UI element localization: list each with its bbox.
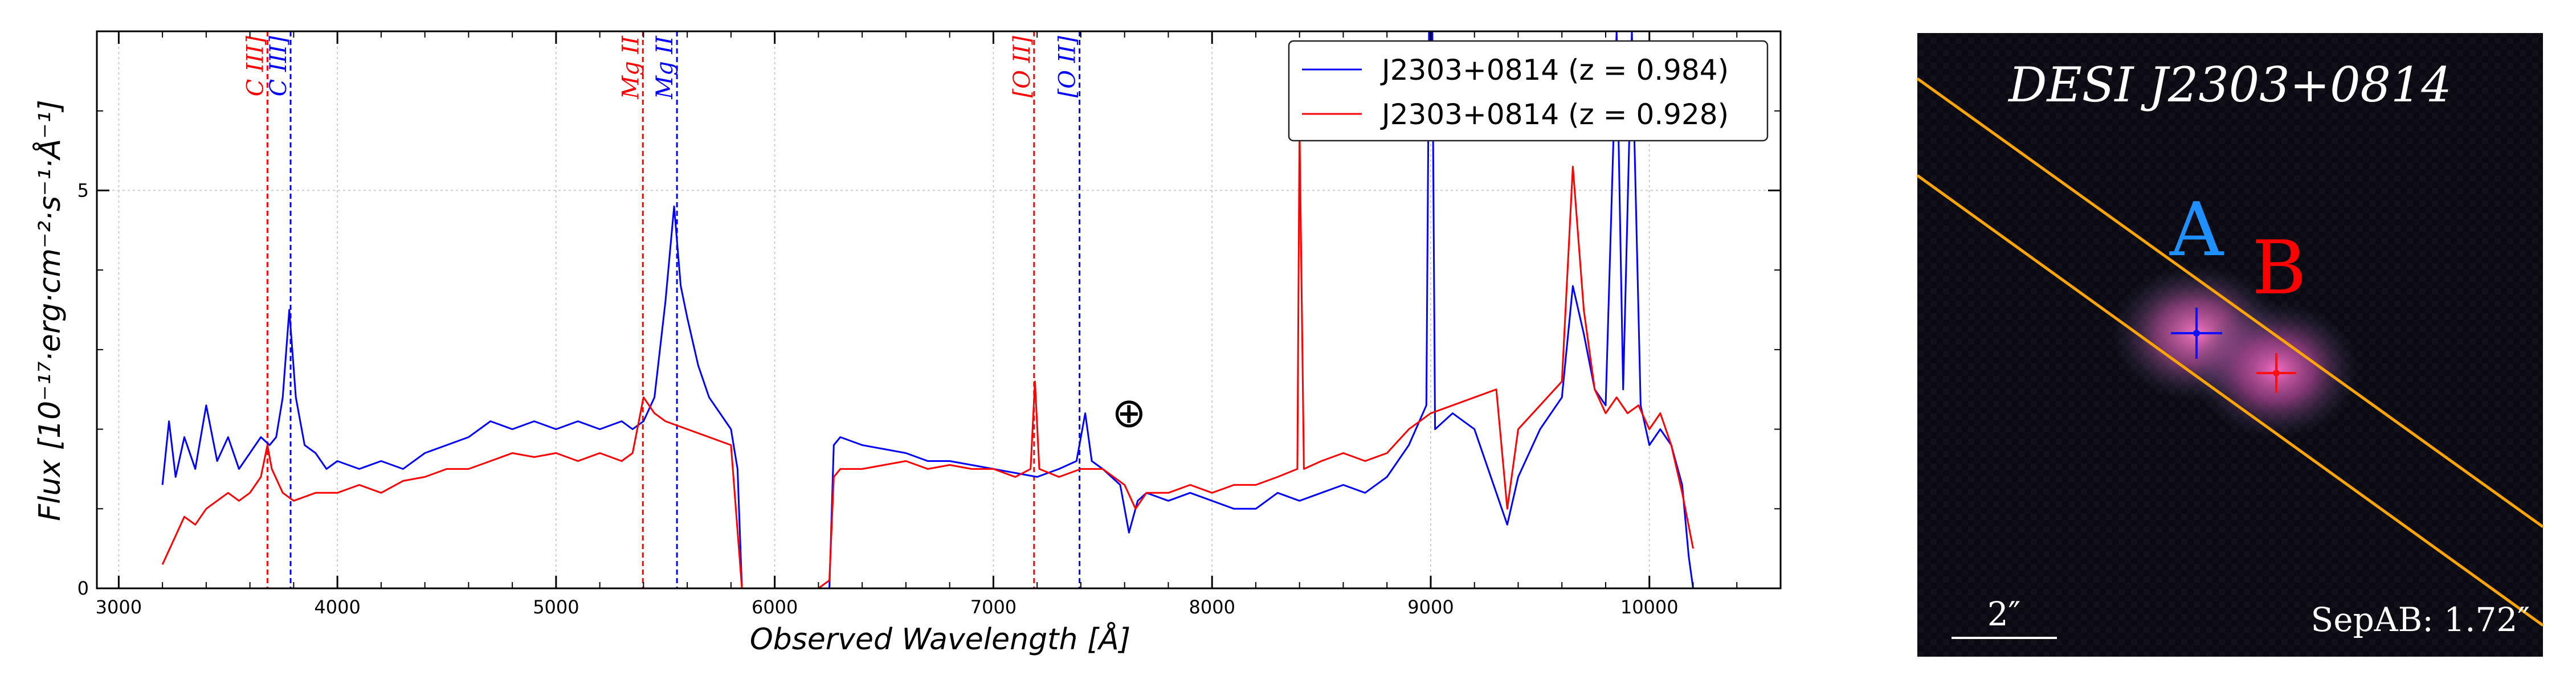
spectrum-line-blue bbox=[828, 31, 1694, 588]
x-tick-label: 10000 bbox=[1620, 596, 1679, 618]
scale-bar-label: 2″ bbox=[1987, 595, 2021, 633]
legend-label-red: J2303+0814 (z = 0.928) bbox=[1380, 98, 1729, 131]
source-b-label: B bbox=[2252, 224, 2306, 311]
x-tick-label: 4000 bbox=[314, 596, 360, 618]
x-tick-label: 7000 bbox=[970, 596, 1016, 618]
source-b-crosshair bbox=[2256, 353, 2296, 393]
telluric-marker: ⊕ bbox=[1112, 389, 1146, 437]
plot-frame bbox=[96, 30, 1782, 589]
y-tick-label: 5 bbox=[77, 179, 89, 201]
x-tick-label: 8000 bbox=[1189, 596, 1235, 618]
spectrum-line-blue bbox=[161, 205, 743, 588]
separation-label: SepAB: 1.72″ bbox=[2311, 600, 2530, 639]
spectrum-line-red bbox=[161, 126, 1694, 588]
x-tick-label: 3000 bbox=[96, 596, 142, 618]
y-axis-label: Flux [10⁻¹⁷·erg·cm⁻²·s⁻¹·Å⁻¹] bbox=[32, 100, 67, 521]
cutout-title: DESI J2303+0814 bbox=[2007, 57, 2452, 113]
emission-line-label: Mg II bbox=[652, 35, 678, 100]
x-axis-label: Observed Wavelength [Å] bbox=[750, 621, 1130, 657]
y-tick-label: 0 bbox=[77, 578, 89, 599]
emission-line-label: [O II] bbox=[1055, 36, 1081, 98]
axis-ticks: 3000 4000 5000 6000 7000 8000 9000 10000 0 5 bbox=[77, 31, 1781, 618]
emission-line-label: C III] bbox=[266, 36, 292, 97]
x-tick-label: 6000 bbox=[752, 596, 798, 618]
x-tick-label: 5000 bbox=[533, 596, 579, 618]
emission-line-label: [O II] bbox=[1009, 36, 1035, 98]
legend: J2303+0814 (z = 0.984) J2303+0814 (z = 0… bbox=[1288, 40, 1769, 142]
source-a-label: A bbox=[2169, 186, 2224, 273]
emission-line-markers: C III]C III] Mg II Mg II [O II] [O II] bbox=[242, 31, 1081, 588]
slit-edge-upper bbox=[1916, 77, 2544, 529]
x-tick-label: 9000 bbox=[1407, 596, 1454, 618]
legend-box bbox=[1288, 40, 1769, 142]
emission-line-label: C III] bbox=[242, 36, 268, 97]
legend-label-blue: J2303+0814 (z = 0.984) bbox=[1380, 54, 1729, 87]
spectrum-panel: C III]C III] Mg II Mg II [O II] [O II] 3000 4… bbox=[32, 30, 1782, 657]
emission-line-label: Mg II bbox=[618, 35, 644, 100]
spectrum-series bbox=[161, 31, 1694, 588]
slit-edge-lower bbox=[1916, 174, 2544, 627]
source-a-crosshair bbox=[2171, 308, 2222, 359]
image-cutout-panel: DESI J2303+0814 A B 2″ SepAB: 1.72″ bbox=[1916, 33, 2544, 657]
